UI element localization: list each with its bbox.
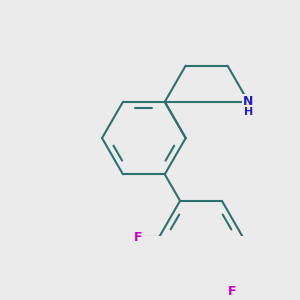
Text: F: F (134, 230, 142, 244)
Text: N: N (243, 95, 254, 108)
Text: F: F (228, 285, 237, 298)
Text: H: H (244, 107, 253, 117)
